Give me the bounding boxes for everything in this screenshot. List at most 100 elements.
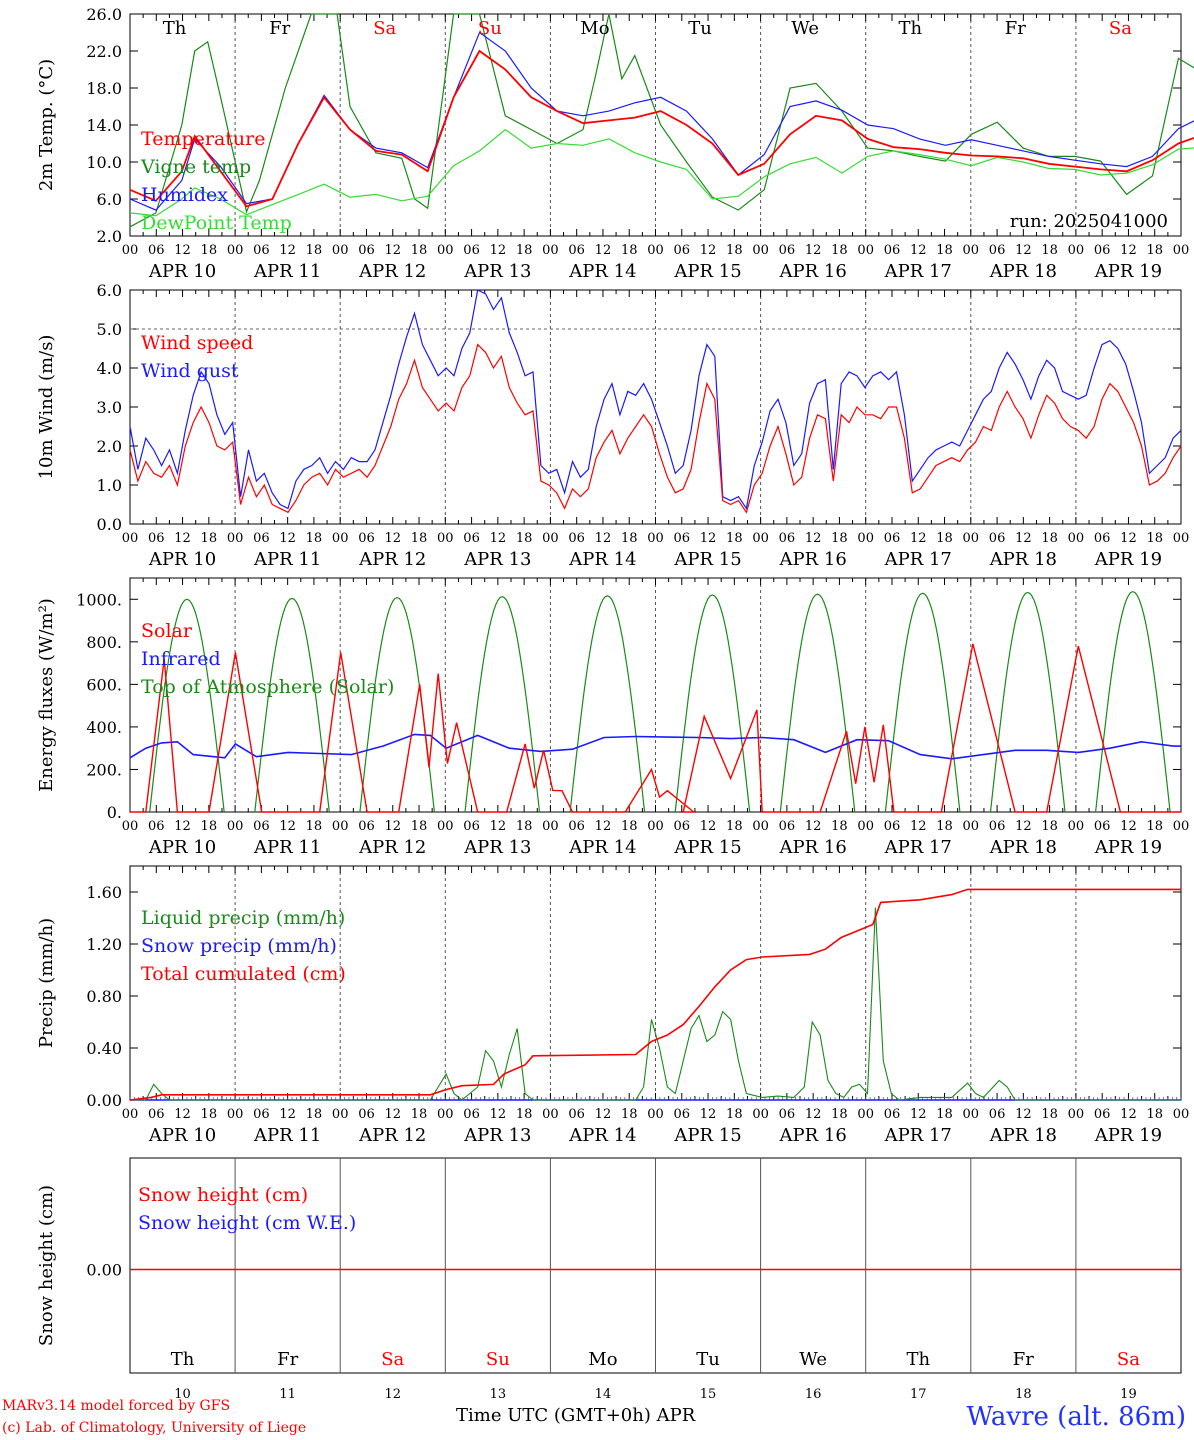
y-axis-label: Precip (mm/h) (36, 918, 57, 1048)
y-tick-label: 1.60 (86, 883, 122, 902)
hour-tick-label: 18 (306, 243, 323, 258)
hour-tick-label: 00 (227, 819, 244, 834)
hour-tick-label: 18 (621, 819, 638, 834)
series-line-toa-solar (674, 594, 751, 813)
legend-entry: Wind gust (141, 360, 239, 382)
series-line-toa-solar (254, 597, 330, 813)
hour-tick-label: 12 (700, 243, 717, 258)
hour-tick-label: 06 (1094, 531, 1111, 546)
hour-tick-label: 00 (122, 1107, 139, 1122)
hour-tick-label: 00 (437, 531, 454, 546)
hour-tick-label: 18 (831, 1107, 848, 1122)
model-credit: MARv3.14 model forced by GFS (2, 1398, 231, 1414)
series-line-toa-solar (884, 592, 961, 813)
bottom-date-number: 18 (1015, 1387, 1032, 1400)
hour-tick-label: 00 (227, 531, 244, 546)
hour-tick-label: 06 (148, 531, 165, 546)
hour-tick-label: 00 (752, 819, 769, 834)
series-line-solar (130, 643, 1181, 813)
series-line-total-cumulated (129, 888, 1181, 1101)
hour-tick-label: 12 (490, 243, 507, 258)
day-label: Th (898, 18, 922, 39)
date-label: APR 15 (673, 837, 741, 858)
hour-tick-label: 12 (805, 1107, 822, 1122)
day-label: Th (163, 18, 187, 39)
hour-tick-label: 12 (1015, 531, 1032, 546)
y-tick-label: 26.0 (86, 5, 122, 24)
y-tick-label: 1.0 (97, 476, 122, 495)
hour-tick-label: 00 (1068, 243, 1085, 258)
y-tick-label: 0. (107, 803, 122, 822)
hour-tick-label: 00 (227, 1107, 244, 1122)
hour-tick-label: 18 (411, 243, 428, 258)
hour-tick-label: 00 (963, 531, 980, 546)
hour-tick-label: 00 (122, 531, 139, 546)
hour-tick-label: 06 (779, 531, 796, 546)
date-label: APR 17 (884, 1125, 952, 1146)
hour-tick-label: 18 (621, 1107, 638, 1122)
hour-tick-label: 00 (752, 1107, 769, 1122)
legend-entry: Snow precip (mm/h) (141, 935, 337, 957)
hour-tick-label: 06 (358, 531, 375, 546)
hour-tick-label: 00 (647, 531, 664, 546)
hour-tick-label: 12 (700, 1107, 717, 1122)
hour-tick-label: 00 (1173, 243, 1190, 258)
hour-tick-label: 18 (201, 1107, 218, 1122)
date-label: APR 11 (253, 261, 321, 282)
hour-tick-label: 12 (805, 819, 822, 834)
hour-tick-label: 12 (490, 531, 507, 546)
hour-tick-label: 18 (1146, 1107, 1163, 1122)
hour-tick-label: 18 (726, 1107, 743, 1122)
hour-tick-label: 06 (568, 243, 585, 258)
y-axis-label: 10m Wind (m/s) (36, 335, 57, 480)
hour-tick-label: 12 (279, 1107, 296, 1122)
hour-tick-label: 06 (989, 1107, 1006, 1122)
hour-tick-label: 06 (674, 531, 691, 546)
y-axis-label: Snow height (cm) (36, 1185, 57, 1346)
hour-tick-label: 06 (1094, 819, 1111, 834)
hour-tick-label: 06 (884, 1107, 901, 1122)
legend-entry: Snow height (cm W.E.) (138, 1212, 356, 1234)
hour-tick-label: 18 (1041, 531, 1058, 546)
hour-tick-label: 12 (384, 243, 401, 258)
date-label: APR 10 (148, 549, 216, 570)
hour-tick-label: 00 (647, 819, 664, 834)
legend-entry: Total cumulated (cm) (141, 963, 346, 985)
hour-tick-label: 18 (516, 819, 533, 834)
date-label: APR 13 (463, 261, 531, 282)
day-label: Sa (373, 18, 396, 39)
date-label: APR 19 (1094, 261, 1162, 282)
hour-tick-label: 06 (253, 531, 270, 546)
hour-tick-label: 06 (463, 243, 480, 258)
hour-tick-label: 18 (201, 243, 218, 258)
bottom-date-number: 17 (910, 1387, 927, 1400)
hour-tick-label: 06 (568, 1107, 585, 1122)
legend-entry: Liquid precip (mm/h) (141, 907, 345, 929)
hour-tick-label: 12 (1015, 819, 1032, 834)
date-label: APR 16 (779, 549, 847, 570)
hour-tick-label: 06 (674, 1107, 691, 1122)
series-line-toa-solar (779, 593, 856, 813)
hour-tick-label: 06 (989, 531, 1006, 546)
day-label-bottom: Th (171, 1349, 195, 1370)
hour-tick-label: 18 (306, 819, 323, 834)
y-tick-label: 22.0 (86, 42, 122, 61)
hour-tick-label: 12 (910, 243, 927, 258)
hour-tick-label: 06 (884, 819, 901, 834)
hour-tick-label: 00 (752, 531, 769, 546)
day-label-bottom: Fr (1013, 1349, 1034, 1370)
legend-entry: Solar (141, 620, 193, 642)
hour-tick-label: 18 (726, 531, 743, 546)
date-label: APR 16 (779, 261, 847, 282)
legend-entry: Vigne temp (140, 156, 251, 178)
hour-tick-label: 00 (542, 819, 559, 834)
day-label: Sa (1109, 18, 1132, 39)
date-label: APR 15 (673, 261, 741, 282)
y-tick-label: 800. (86, 633, 122, 652)
hour-tick-label: 06 (148, 1107, 165, 1122)
bottom-date-number: 14 (595, 1387, 612, 1400)
day-label-bottom: Sa (381, 1349, 404, 1370)
hour-tick-label: 18 (936, 243, 953, 258)
hour-tick-label: 12 (910, 819, 927, 834)
